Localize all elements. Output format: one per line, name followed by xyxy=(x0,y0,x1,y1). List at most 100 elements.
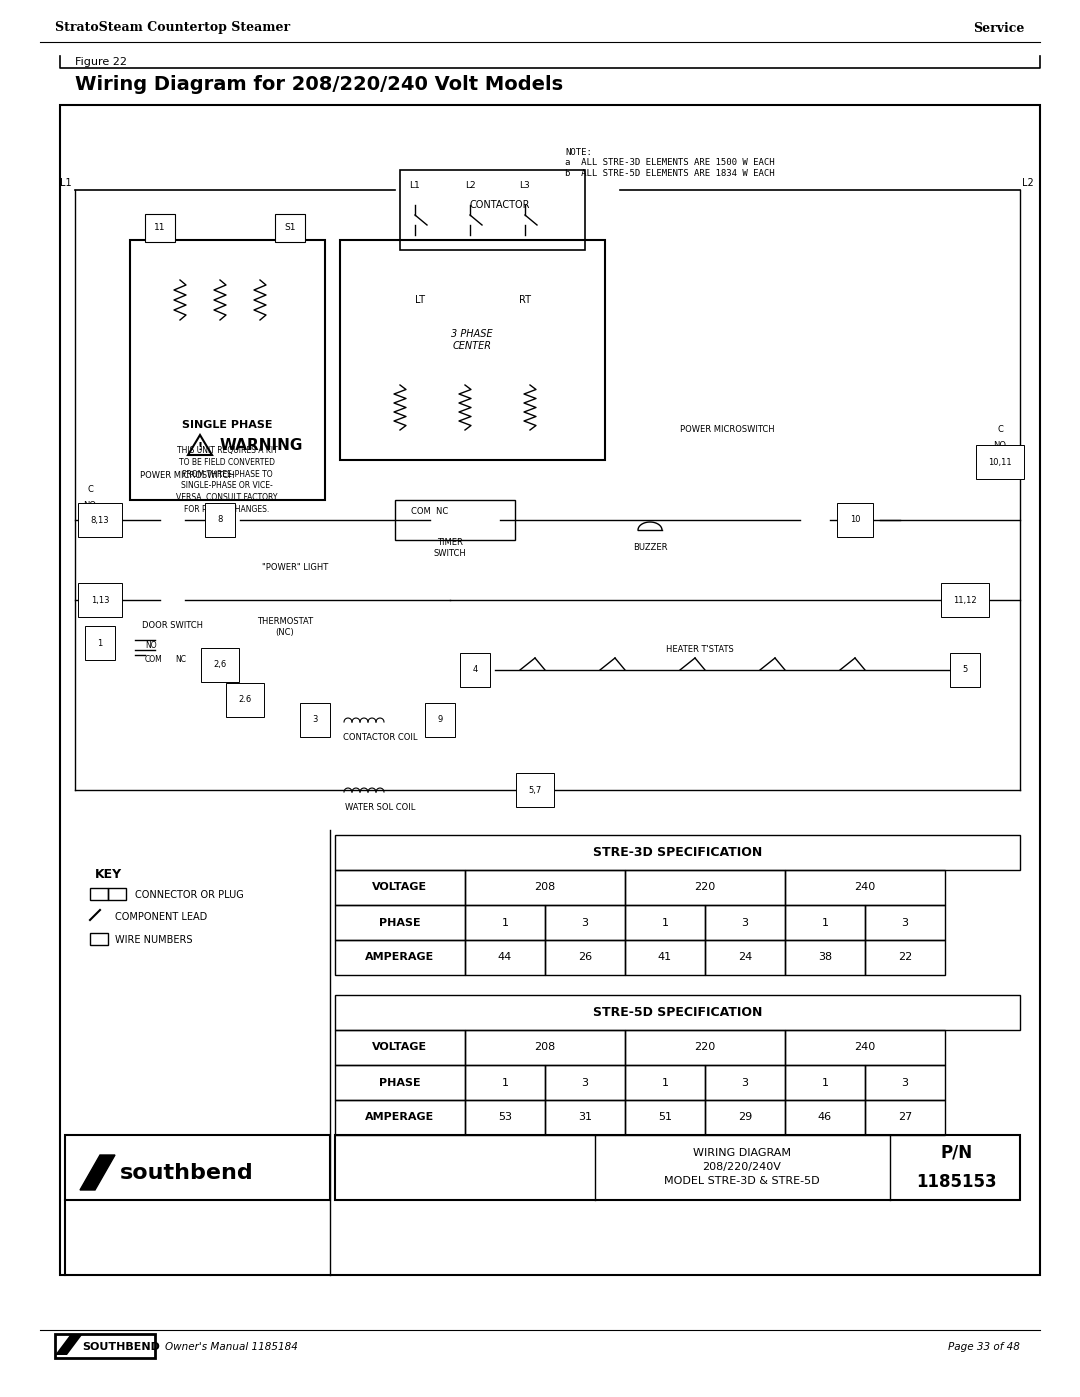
Text: 8,13: 8,13 xyxy=(91,515,109,524)
Text: SOUTHBEND: SOUTHBEND xyxy=(82,1343,160,1352)
Bar xyxy=(465,940,545,975)
Text: 1: 1 xyxy=(822,1077,828,1087)
Text: 3 PHASE
CENTER: 3 PHASE CENTER xyxy=(451,330,492,351)
Text: 1: 1 xyxy=(661,1077,669,1087)
Text: 3: 3 xyxy=(581,918,589,928)
Text: 240: 240 xyxy=(854,1042,876,1052)
Text: Service: Service xyxy=(974,21,1025,35)
Text: L2: L2 xyxy=(1022,177,1034,189)
Text: NO: NO xyxy=(994,440,1007,450)
Text: WARNING: WARNING xyxy=(220,437,303,453)
Text: 11,12: 11,12 xyxy=(954,595,976,605)
Text: PHASE: PHASE xyxy=(379,1077,421,1087)
Bar xyxy=(335,1134,1020,1200)
Bar xyxy=(335,905,465,940)
Text: S1: S1 xyxy=(284,224,296,232)
Text: 5,7: 5,7 xyxy=(528,785,542,795)
Bar xyxy=(865,905,945,940)
Bar xyxy=(335,870,465,905)
Text: Owner's Manual 1185184: Owner's Manual 1185184 xyxy=(165,1343,298,1352)
Text: 1: 1 xyxy=(97,638,103,647)
Text: C: C xyxy=(997,426,1003,434)
Text: C: C xyxy=(87,486,93,495)
Bar xyxy=(865,940,945,975)
Text: VOLTAGE: VOLTAGE xyxy=(373,1042,428,1052)
Text: 3: 3 xyxy=(742,1077,748,1087)
Bar xyxy=(335,1065,465,1099)
Bar xyxy=(335,835,1020,870)
Bar xyxy=(865,1099,945,1134)
Bar xyxy=(785,870,945,905)
Text: !: ! xyxy=(198,441,203,453)
Text: WATER SOL COIL: WATER SOL COIL xyxy=(345,803,415,813)
Text: 53: 53 xyxy=(498,1112,512,1123)
Text: 8: 8 xyxy=(217,515,222,524)
Text: StratoSteam Countertop Steamer: StratoSteam Countertop Steamer xyxy=(55,21,291,35)
Text: CONNECTOR OR PLUG: CONNECTOR OR PLUG xyxy=(135,890,244,900)
Polygon shape xyxy=(55,1336,82,1355)
Text: 31: 31 xyxy=(578,1112,592,1123)
Text: STRE-5D SPECIFICATION: STRE-5D SPECIFICATION xyxy=(593,1006,762,1018)
Text: 5: 5 xyxy=(962,665,968,675)
Bar xyxy=(65,1134,330,1200)
Bar xyxy=(108,888,126,900)
Bar xyxy=(90,888,108,900)
Text: 9: 9 xyxy=(437,715,443,725)
Bar xyxy=(465,870,625,905)
Text: 24: 24 xyxy=(738,953,752,963)
Bar xyxy=(625,1030,785,1065)
Bar xyxy=(545,1065,625,1099)
Text: 3: 3 xyxy=(902,918,908,928)
Text: 240: 240 xyxy=(854,883,876,893)
Text: 2.6: 2.6 xyxy=(239,696,252,704)
Bar xyxy=(625,940,705,975)
Bar xyxy=(465,1065,545,1099)
Text: P/N
1185153: P/N 1185153 xyxy=(917,1143,997,1190)
Bar xyxy=(625,1099,705,1134)
Text: COM  NC: COM NC xyxy=(411,507,448,517)
Text: CONTACTOR: CONTACTOR xyxy=(470,200,530,210)
Text: 1: 1 xyxy=(822,918,828,928)
Text: LT: LT xyxy=(415,295,426,305)
Text: 46: 46 xyxy=(818,1112,832,1123)
Text: Page 33 of 48: Page 33 of 48 xyxy=(948,1343,1020,1352)
Bar xyxy=(335,940,465,975)
Bar xyxy=(130,240,325,500)
Bar xyxy=(865,1065,945,1099)
Text: COM: COM xyxy=(145,655,163,665)
Text: BUZZER: BUZZER xyxy=(633,543,667,552)
Text: 10,11: 10,11 xyxy=(988,457,1012,467)
Text: RT: RT xyxy=(519,295,531,305)
Bar xyxy=(545,1099,625,1134)
Text: 3: 3 xyxy=(581,1077,589,1087)
Text: NOTE:
a  ALL STRE-3D ELEMENTS ARE 1500 W EACH
b  ALL STRE-5D ELEMENTS ARE 1834 W: NOTE: a ALL STRE-3D ELEMENTS ARE 1500 W … xyxy=(565,148,774,177)
Text: L2: L2 xyxy=(464,180,475,190)
Text: 38: 38 xyxy=(818,953,832,963)
Bar xyxy=(400,170,585,250)
Text: WIRING DIAGRAM
208/220/240V
MODEL STRE-3D & STRE-5D: WIRING DIAGRAM 208/220/240V MODEL STRE-3… xyxy=(664,1148,820,1186)
Text: L1: L1 xyxy=(60,177,72,189)
Text: HEATER T'STATS: HEATER T'STATS xyxy=(666,645,734,655)
Bar xyxy=(625,1065,705,1099)
Bar xyxy=(705,1099,785,1134)
Text: 4: 4 xyxy=(472,665,477,675)
Bar xyxy=(335,1030,465,1065)
Text: AMPERAGE: AMPERAGE xyxy=(365,953,434,963)
Bar xyxy=(785,1099,865,1134)
Text: Figure 22: Figure 22 xyxy=(75,57,127,67)
Bar xyxy=(785,1065,865,1099)
Text: 10: 10 xyxy=(850,515,861,524)
Text: THERMOSTAT
(NC): THERMOSTAT (NC) xyxy=(257,617,313,637)
Bar xyxy=(785,905,865,940)
Text: SINGLE PHASE: SINGLE PHASE xyxy=(181,420,272,430)
Text: 3: 3 xyxy=(312,715,318,725)
Text: 208: 208 xyxy=(535,883,555,893)
Bar xyxy=(340,240,605,460)
Text: 27: 27 xyxy=(897,1112,913,1123)
Bar xyxy=(705,940,785,975)
Text: L3: L3 xyxy=(519,180,530,190)
Text: 1: 1 xyxy=(501,918,509,928)
Text: 44: 44 xyxy=(498,953,512,963)
Text: Wiring Diagram for 208/220/240 Volt Models: Wiring Diagram for 208/220/240 Volt Mode… xyxy=(75,75,563,95)
Text: 3: 3 xyxy=(902,1077,908,1087)
